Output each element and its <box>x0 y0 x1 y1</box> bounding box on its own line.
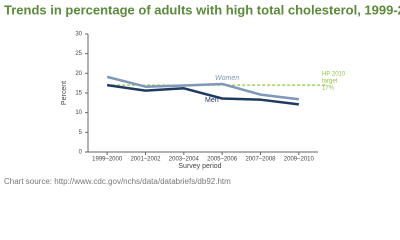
chart-title: Trends in percentage of adults with high… <box>4 2 400 17</box>
source-note: Chart source: http://www.cdc.gov/nchs/da… <box>4 177 231 186</box>
y-tick-label: 20 <box>75 71 82 77</box>
y-tick-label: 30 <box>75 32 82 38</box>
target-label: HP 2010 <box>322 72 346 78</box>
target-label: 17% <box>322 86 335 92</box>
y-tick-label: 5 <box>79 130 83 136</box>
series-label: Men <box>205 97 219 104</box>
x-tick-label: 2001–2002 <box>130 157 161 163</box>
target-label: target <box>322 79 338 85</box>
y-tick-label: 10 <box>75 110 82 116</box>
y-axis-label: Percent <box>61 81 68 105</box>
series-line <box>106 83 299 106</box>
x-tick-label: 2009–2010 <box>284 157 315 163</box>
y-tick-label: 0 <box>79 150 83 156</box>
chart: Trends in percentage of adults with high… <box>4 2 400 186</box>
x-tick-label: 1999–2000 <box>92 157 123 163</box>
x-axis-label: Survey period <box>178 163 221 170</box>
x-tick-label: 2005–2006 <box>207 157 238 163</box>
series-label: Women <box>215 75 239 82</box>
x-tick-label: 2003–2004 <box>169 157 200 163</box>
y-tick-label: 15 <box>75 91 82 97</box>
y-tick-label: 25 <box>75 51 82 57</box>
x-tick-label: 2007–2008 <box>245 157 276 163</box>
series-line <box>106 75 299 101</box>
